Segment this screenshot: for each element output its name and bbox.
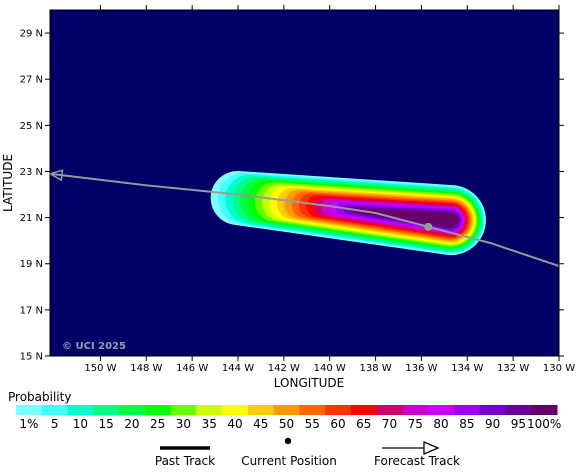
forecast-arrow-icon [423, 441, 440, 455]
forecast-track-label: Forecast Track [374, 454, 460, 468]
legend-swatch [247, 405, 275, 415]
lon-tick-label: 136 W [405, 363, 437, 374]
legend-swatch-label: 1% [19, 417, 38, 431]
track-arrowhead [50, 169, 64, 182]
lon-tick-label: 144 W [222, 363, 254, 374]
legend-swatch-label: 30 [176, 417, 191, 431]
lat-tick-label: 29 N [20, 29, 43, 40]
lon-tick-label: 134 W [451, 363, 483, 374]
legend-swatch [222, 405, 249, 415]
legend-swatch-label: 25 [150, 417, 165, 431]
legend-swatch-label: 80 [433, 417, 448, 431]
legend-swatch [119, 405, 146, 415]
longitude-axis: 150 W 148 W 146 W 144 W 142 W 140 W 138 W 136 W… [84, 5, 575, 374]
legend-swatch-label: 60 [330, 417, 345, 431]
lat-tick-label: 27 N [20, 75, 43, 86]
lat-tick-label: 19 N [20, 259, 43, 270]
lon-tick-label: 148 W [130, 363, 162, 374]
legend-swatch-label: 65 [356, 417, 371, 431]
legend-swatch [170, 405, 197, 415]
lon-tick-label: 150 W [84, 363, 116, 374]
legend-swatch-label: 75 [408, 417, 423, 431]
legend-title: Probability [8, 390, 71, 404]
legend-swatch-label: 20 [124, 417, 139, 431]
lon-tick-label: 146 W [176, 363, 208, 374]
lat-tick-label: 25 N [20, 121, 43, 132]
legend-swatch-label: 95 [511, 417, 526, 431]
current-position-legend-icon [284, 437, 292, 445]
probability-legend: 1% 5 10 15 20 25 30 35 40 45 50 55 60 65 70 75 80 85 90 95 1… [16, 405, 561, 431]
lon-tick-label: 130 W [543, 363, 575, 374]
legend-swatch-label: 45 [253, 417, 268, 431]
legend-swatch [196, 405, 223, 415]
y-axis-title: LATITUDE [1, 154, 15, 212]
probability-contour-100 [357, 208, 458, 228]
storm-tracks [50, 169, 559, 267]
legend-swatch [350, 405, 378, 415]
lat-tick-label: 21 N [20, 213, 43, 224]
past-track-line [50, 172, 429, 228]
legend-swatch [428, 405, 455, 415]
legend-swatch-label: 15 [99, 417, 114, 431]
lon-tick-label: 132 W [497, 363, 529, 374]
legend-swatch-label: 90 [485, 417, 500, 431]
legend-swatch-label: 100% [527, 417, 561, 431]
legend-swatch [479, 405, 506, 415]
lat-tick-label: 17 N [20, 305, 43, 316]
legend-swatch [67, 405, 94, 415]
legend-swatch-label: 10 [73, 417, 88, 431]
legend-swatch-label: 35 [202, 417, 217, 431]
lat-tick-label: 15 N [20, 352, 43, 363]
legend-swatch-label: 70 [382, 417, 397, 431]
legend-swatch [41, 405, 69, 415]
legend-swatch [16, 405, 43, 415]
lon-tick-label: 138 W [359, 363, 391, 374]
legend-swatch [299, 405, 326, 415]
current-position-label: Current Position [241, 454, 337, 468]
current-position-marker [424, 222, 433, 231]
legend-swatch-label: 5 [51, 417, 59, 431]
lat-tick-label: 23 N [20, 167, 43, 178]
x-axis-title: LONGITUDE [274, 376, 344, 390]
legend-swatch-label: 40 [227, 417, 242, 431]
forecast-track-line [428, 225, 559, 267]
past-track-label: Past Track [155, 454, 215, 468]
latitude-axis: 29 N 27 N 25 N 23 N 21 N 19 N 17 N 15 N [20, 29, 564, 363]
legend-swatch [144, 405, 172, 415]
lon-tick-label: 140 W [314, 363, 346, 374]
legend-swatch [325, 405, 352, 415]
plot-frame [49, 9, 560, 357]
legend-swatch [273, 405, 300, 415]
legend-swatch-label: 85 [459, 417, 474, 431]
legend-swatch [376, 405, 403, 415]
legend-swatch [531, 405, 558, 415]
legend-swatch-label: 55 [305, 417, 320, 431]
legend-swatch-label: 50 [279, 417, 294, 431]
lon-tick-label: 142 W [268, 363, 300, 374]
legend-swatch [505, 405, 532, 415]
legend-swatch [453, 405, 481, 415]
track-legend: Past Track Current Position Forecast Tra… [155, 437, 460, 468]
legend-swatch [402, 405, 429, 415]
legend-swatch [93, 405, 120, 415]
credit-text: © UCI 2025 [62, 341, 126, 352]
